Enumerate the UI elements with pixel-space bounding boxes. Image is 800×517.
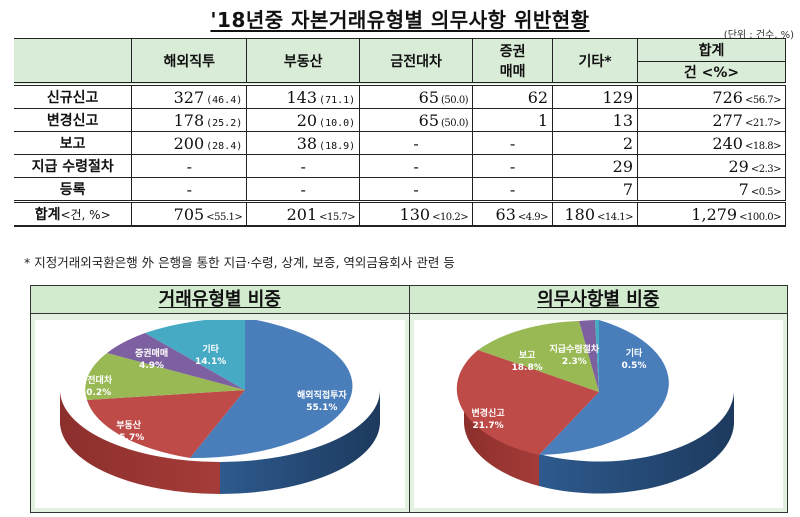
cell-total: 7 <0.5> — [637, 177, 786, 202]
cell-etc: 29 — [552, 154, 639, 178]
pie-label-loan: 금전대차 10.2% — [79, 376, 113, 398]
cell-securities: - — [472, 131, 554, 155]
cell-etc: 2 — [552, 131, 639, 155]
cell-real-estate: - — [246, 154, 361, 178]
cell-total: 240 <18.8> — [637, 131, 786, 155]
pie-label-change-report: 변경신고 21.7% — [471, 409, 505, 431]
cell-real-estate: 143 (71.1) — [246, 83, 361, 109]
page-title: '18년중 자본거래유형별 의무사항 위반현황 — [210, 8, 590, 32]
pie-label-real-estate: 부동산 15.7% — [113, 421, 145, 443]
cell-etc: 129 — [552, 83, 639, 109]
pie-chart-transaction-type: 해외직접투자 55.1% 부동산 15.7% 금전대차 10.2% 증권매매 4.9% … — [35, 320, 405, 508]
total-fdi: 705 <55.1> — [131, 200, 248, 227]
cell-fdi: 178 (25.2) — [131, 108, 248, 132]
pie-label-new-report: 신규신고 56.7% — [668, 396, 702, 418]
row-label: 변경신고 — [14, 108, 133, 132]
total-loan: 130 <10.2> — [359, 200, 474, 227]
row-label: 등록 — [14, 177, 133, 202]
pie-panel-transaction-type: 거래유형별 비중 해외직접투자 — [31, 286, 409, 512]
pie-title: 거래유형별 비중 — [31, 286, 409, 314]
cell-fdi: 327 (46.4) — [131, 83, 248, 109]
col-subheader-total: 건 <%> — [637, 61, 786, 85]
cell-loan: - — [359, 131, 474, 155]
total-securities: 63 <4.9> — [472, 200, 554, 227]
pie-label-payment-procedure: 지급수령절차 2.3% — [549, 345, 600, 367]
cell-fdi: 200 (28.4) — [131, 131, 248, 155]
unit-note: (단위 : 건수, %) — [723, 30, 794, 41]
col-header-real-estate: 부동산 — [246, 38, 361, 85]
cell-securities: - — [472, 177, 554, 202]
col-header-securities: 증권 매매 — [472, 38, 554, 85]
cell-loan: - — [359, 177, 474, 202]
cell-securities: - — [472, 154, 554, 178]
table-row: 변경신고 178 (25.2) 20 (10.0) 65 (50.0) 1 13 27… — [14, 108, 786, 132]
total-real-estate: 201 <15.7> — [246, 200, 361, 227]
cell-securities: 1 — [472, 108, 554, 132]
pie-graphic — [456, 320, 734, 494]
pie-graphic — [60, 320, 380, 494]
total-row: 합계<건, %> 705 <55.1> 201 <15.7> 130 <10.2> 6… — [14, 200, 786, 227]
table-row: 등록 - - - - 7 7 <0.5> — [14, 177, 786, 202]
cell-total: 29 <2.3> — [637, 154, 786, 178]
cell-loan: 65 (50.0) — [359, 108, 474, 132]
cell-real-estate: - — [246, 177, 361, 202]
cell-real-estate: 38 (18.9) — [246, 131, 361, 155]
table-row: 보고 200 (28.4) 38 (18.9) - - 2 240 <18.8> — [14, 131, 786, 155]
corner-header — [14, 38, 133, 85]
row-label: 신규신고 — [14, 83, 133, 109]
total-total: 1,279 <100.0> — [637, 200, 786, 227]
footnote: * 지정거래외국환은행 外 은행을 통한 지급·수령, 상계, 보증, 역외금융… — [24, 255, 455, 270]
table-row: 신규신고 327 (46.4) 143 (71.1) 65 (50.0) 62 129… — [14, 83, 786, 109]
pie-label-report: 보고 18.8% — [511, 351, 543, 373]
total-label: 합계<건, %> — [14, 200, 133, 227]
pie-panel-obligation-type: 의무사항별 비중 신규신고 56.7% — [408, 286, 787, 512]
total-etc: 180 <14.1> — [552, 200, 639, 227]
table-row: 지급 수령절차 - - - - 29 29 <2.3> — [14, 154, 786, 178]
pie-label-etc: 기타 0.5% — [621, 349, 647, 371]
row-label: 지급 수령절차 — [14, 154, 133, 178]
cell-total: 726 <56.7> — [637, 83, 786, 109]
cell-real-estate: 20 (10.0) — [246, 108, 361, 132]
violation-table: 해외직투 부동산 금전대차 증권 매매 기타* 합계 건 <%> 신규신고 32… — [14, 38, 786, 227]
pie-label-securities: 증권매매 4.9% — [135, 349, 169, 371]
cell-fdi: - — [131, 154, 248, 178]
cell-securities: 62 — [472, 83, 554, 109]
pie-chart-obligation-type: 신규신고 56.7% 변경신고 21.7% 보고 18.8% 지급수령절차 2.3% 기… — [413, 320, 783, 508]
cell-etc: 7 — [552, 177, 639, 202]
col-header-etc: 기타* — [552, 38, 639, 85]
col-header-fdi: 해외직투 — [131, 38, 248, 85]
pie-label-fdi: 해외직접투자 55.1% — [297, 391, 347, 413]
cell-total: 277 <21.7> — [637, 108, 786, 132]
col-header-loan: 금전대차 — [359, 38, 474, 85]
cell-etc: 13 — [552, 108, 639, 132]
charts-container: 거래유형별 비중 해외직접투자 — [30, 285, 788, 513]
row-label: 보고 — [14, 131, 133, 155]
col-header-total: 합계 — [637, 38, 786, 62]
cell-loan: - — [359, 154, 474, 178]
cell-loan: 65 (50.0) — [359, 83, 474, 109]
pie-label-etc: 기타 14.1% — [195, 345, 227, 367]
cell-fdi: - — [131, 177, 248, 202]
pie-title: 의무사항별 비중 — [409, 286, 787, 314]
